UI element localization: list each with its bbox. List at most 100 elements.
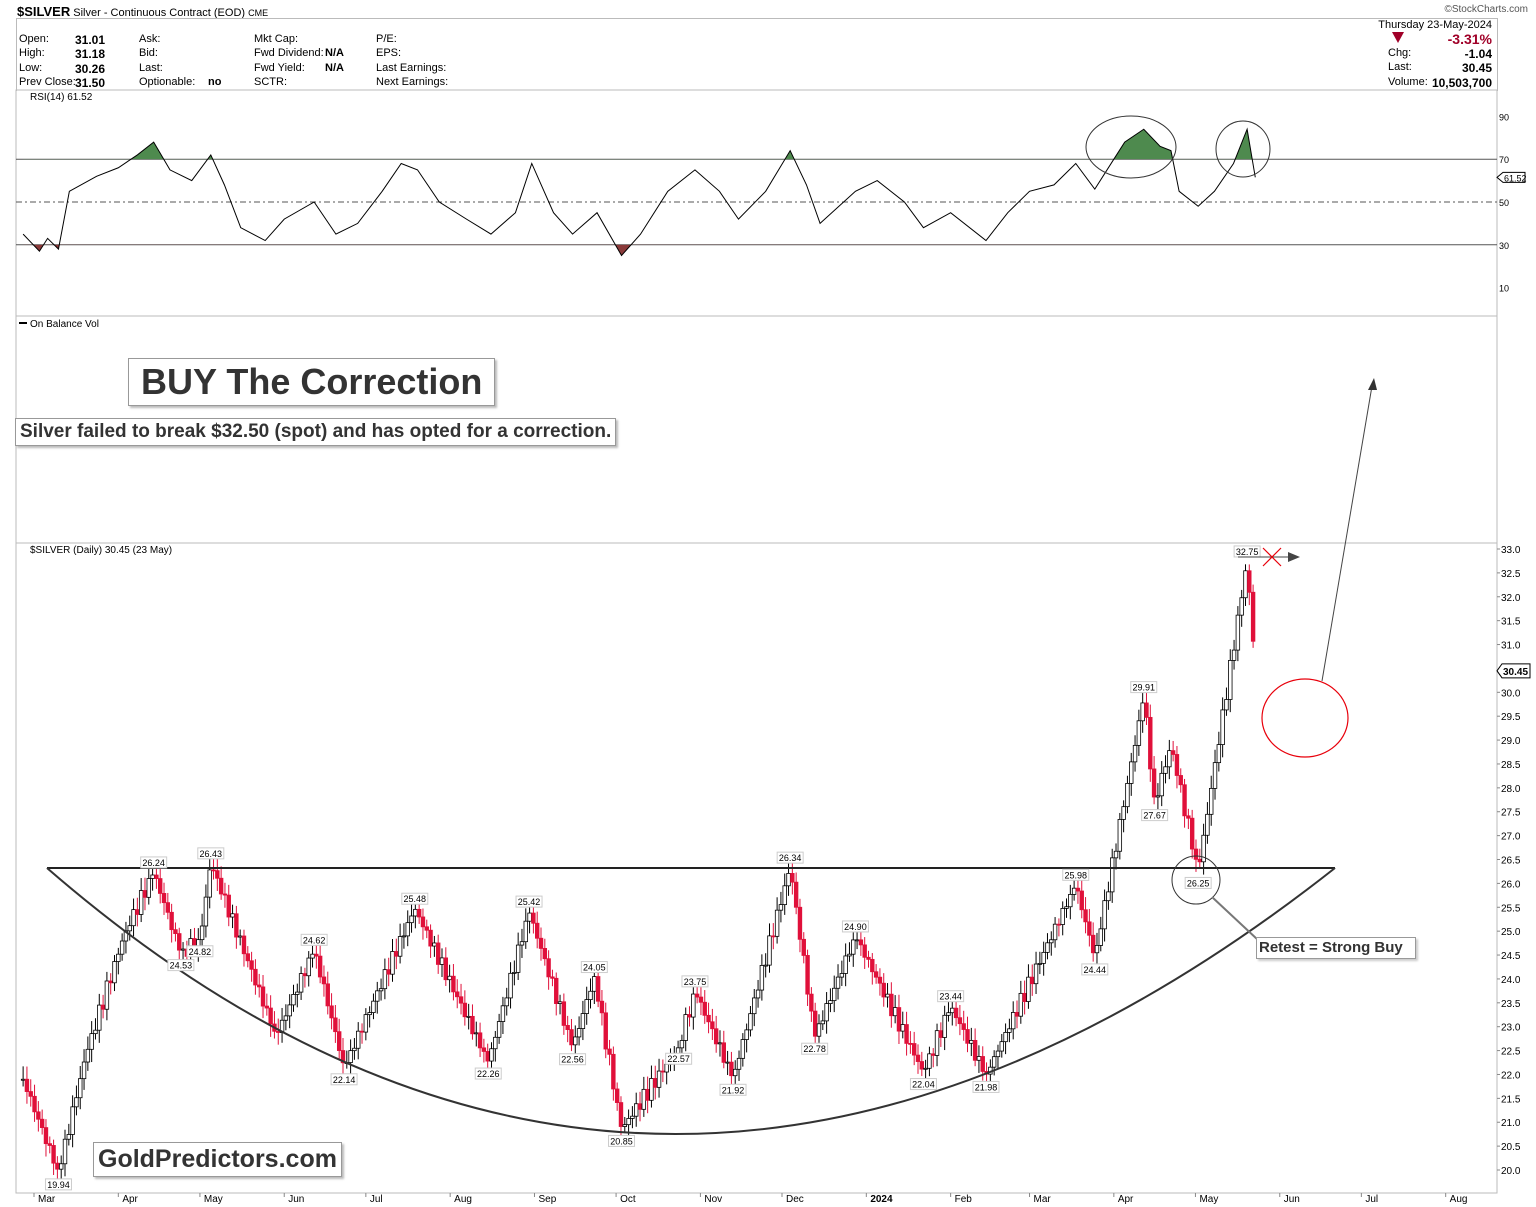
candle-body (1056, 923, 1062, 926)
price-label-box (1141, 809, 1169, 822)
price-last-value: 30.45 (1503, 667, 1528, 678)
pivot-price-label: 24.62 (303, 935, 326, 945)
candle-body (51, 1145, 56, 1164)
pct-change: -3.31% (1447, 31, 1492, 47)
candle-body (489, 1048, 494, 1062)
price-tick-label: 31.0 (1501, 641, 1521, 652)
candle-body (877, 976, 883, 984)
candle-body (679, 1040, 685, 1049)
field-label: Bid: (139, 47, 158, 60)
candle-body (260, 986, 266, 1007)
candle-body (93, 1029, 98, 1035)
candle-body (1117, 819, 1123, 852)
x-tick-label: Dec (786, 1194, 804, 1205)
candle-body (470, 1015, 475, 1035)
price-tick-label: 24.5 (1501, 951, 1521, 962)
price-label-box (474, 1067, 502, 1080)
pivot-price-label: 24.05 (583, 963, 606, 973)
candle-body (767, 935, 772, 966)
candle-body (32, 1095, 37, 1113)
candle-body (108, 980, 113, 984)
candle-body (1041, 951, 1046, 964)
candle-body (999, 1041, 1004, 1052)
candle-body (832, 987, 837, 1002)
field-value: 10,503,700 (1431, 75, 1492, 90)
rsi-line (22, 127, 1256, 257)
candle-body (66, 1134, 72, 1140)
candle-body (698, 996, 704, 1003)
candle-body (1014, 1012, 1020, 1017)
candle-body (47, 1143, 52, 1146)
candle-body (104, 980, 110, 1010)
candle-body (946, 1012, 951, 1016)
candle-body (771, 935, 776, 938)
candle-body (995, 1050, 1001, 1058)
candle-body (367, 1012, 372, 1016)
candle-body (203, 896, 209, 927)
field-value: 31.01 (75, 33, 106, 47)
pivot-price-label: 22.56 (561, 1055, 584, 1065)
pivot-price-label: 25.48 (404, 894, 427, 904)
candle-body (843, 955, 848, 974)
candle-body (797, 906, 803, 940)
candle-body (900, 1024, 905, 1032)
candle-body (116, 953, 121, 962)
candle-body (793, 881, 799, 908)
candle-body (215, 870, 220, 879)
candle-body (622, 1124, 627, 1127)
candle-body (359, 1030, 365, 1033)
candle-body (755, 989, 761, 999)
price-label-box (1062, 868, 1090, 881)
candle-body (142, 890, 148, 898)
x-tick-label: Apr (122, 1194, 138, 1205)
retest-circle (1171, 855, 1221, 905)
field-label: Fwd Yield: (254, 61, 305, 74)
candle-body (706, 1014, 711, 1023)
candle-body (1030, 976, 1035, 985)
candle-body (321, 976, 327, 985)
candle-body (135, 909, 140, 915)
price-tick-label: 20.0 (1501, 1166, 1521, 1177)
obv-label: On Balance Vol (30, 319, 99, 330)
candle-body (504, 997, 509, 1007)
candle-body (847, 953, 852, 957)
candle-body (748, 1013, 753, 1031)
price-label-box (167, 959, 195, 972)
price-panel (15, 542, 1498, 1194)
title-annotation: BUY The Correction (128, 358, 496, 406)
candle-body (249, 960, 254, 970)
candle-body (36, 1111, 41, 1120)
candle-body (455, 991, 460, 998)
rsi-overbought-fill (23, 129, 1256, 160)
candle-body (356, 1030, 361, 1049)
candle-body (154, 874, 159, 879)
rsi-highlight-circle (1085, 115, 1177, 179)
candle-body (885, 993, 890, 998)
candle-body (268, 1007, 273, 1025)
candle-body (820, 1020, 825, 1025)
candle-body (542, 948, 548, 960)
candle-body (611, 1053, 616, 1090)
price-label-box (937, 990, 965, 1003)
candle-body (911, 1043, 917, 1056)
candle-body (1231, 649, 1237, 661)
field-label: Volume: (1388, 75, 1428, 88)
rsi-tick-label: 90 (1499, 112, 1509, 122)
candle-body (1250, 591, 1256, 642)
candle-body (70, 1106, 75, 1135)
candle-body (653, 1078, 658, 1088)
candle-body (691, 993, 696, 1018)
price-tick-label: 20.5 (1501, 1142, 1521, 1153)
candle-body (961, 1023, 966, 1030)
candle-body (1197, 858, 1202, 863)
candle-body (744, 1029, 749, 1040)
candle-body (485, 1051, 490, 1062)
price-label-box (515, 895, 543, 908)
candle-body (927, 1053, 932, 1069)
copyright: ©StockCharts.com (1444, 4, 1528, 15)
candle-body (394, 951, 399, 957)
candle-body (1071, 887, 1077, 895)
candle-body (515, 944, 521, 973)
candle-body (1212, 762, 1218, 789)
